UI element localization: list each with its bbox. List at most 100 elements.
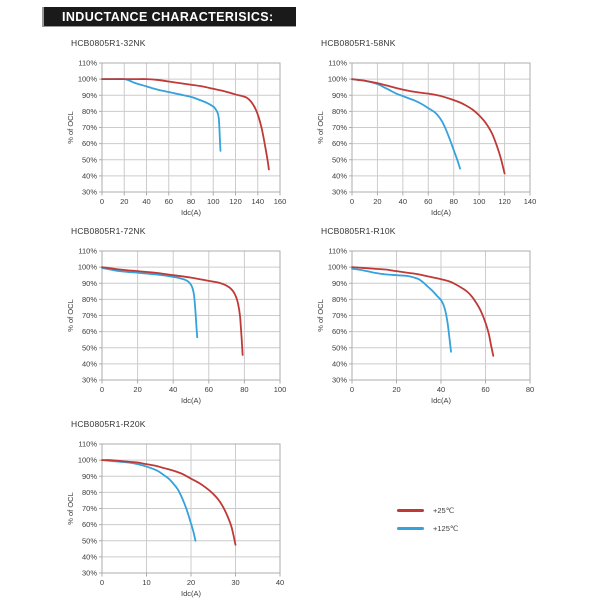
y-tick-label: 110% [328, 247, 347, 256]
y-tick-label: 100% [328, 263, 348, 272]
y-axis-label: % of OCL [66, 299, 75, 332]
chart-title: HCB0805R1-32NK [71, 38, 146, 48]
y-tick-label: 100% [328, 75, 348, 84]
x-tick-label: 100 [207, 197, 220, 206]
y-tick-label: 40% [82, 359, 97, 368]
x-tick-label: 40 [142, 197, 150, 206]
x-tick-label: 60 [424, 197, 432, 206]
y-tick-label: 40% [82, 552, 97, 561]
chart-plot: 110% 100% 90% 80% 70% 60% 50% 40% 30%0 20 40 60 80 10… [316, 59, 537, 217]
chart-plot: 110% 100% 90% 80% 70% 60% 50% 40% 30%0 20 40 60 80 Id… [316, 247, 534, 405]
y-tick-label: 110% [328, 59, 347, 68]
x-axis-label: Idc(A) [431, 208, 452, 217]
y-tick-label: 50% [332, 155, 347, 164]
x-tick-label: 80 [187, 197, 195, 206]
x-tick-label: 20 [373, 197, 381, 206]
y-tick-label: 60% [82, 139, 97, 148]
chart-title: HCB0805R1-R20K [71, 419, 146, 429]
series-line-+125℃ [351, 78, 461, 170]
legend: +25℃ +125℃ [397, 506, 458, 533]
y-axis-label: % of OCL [66, 492, 75, 525]
y-tick-label: 80% [82, 107, 97, 116]
y-tick-label: 70% [332, 123, 347, 132]
x-axis-label: Idc(A) [181, 396, 202, 405]
y-tick-label: 70% [82, 504, 97, 513]
y-tick-label: 100% [78, 263, 98, 272]
chart-title: HCB0805R1-72NK [71, 226, 146, 236]
plot-border [101, 443, 281, 574]
x-tick-label: 40 [399, 197, 407, 206]
x-axis-label: Idc(A) [181, 208, 202, 217]
blue-line-swatch [397, 526, 424, 531]
page-title: INDUCTANCE CHARACTERISICS: [42, 7, 296, 27]
y-tick-label: 40% [82, 171, 97, 180]
x-tick-label: 140 [524, 197, 537, 206]
series-line-+25℃ [351, 78, 506, 175]
y-tick-label: 30% [82, 376, 97, 385]
chart-hcb0805r1-r20k: HCB0805R1-R20K 110% 100% 90% 80% 70% 60% 50% 40… [40, 417, 290, 599]
series-line-+25℃ [101, 459, 237, 546]
y-tick-label: 30% [332, 376, 347, 385]
legend-label: +25℃ [433, 506, 455, 515]
y-tick-label: 80% [82, 295, 97, 304]
chart-plot: 110% 100% 90% 80% 70% 60% 50% 40% 30%0 20 40 60 80 10… [66, 59, 287, 217]
x-tick-label: 80 [450, 197, 458, 206]
chart-title: HCB0805R1-58NK [321, 38, 396, 48]
y-tick-label: 110% [78, 59, 97, 68]
x-tick-label: 80 [526, 385, 534, 394]
gridlines [351, 62, 531, 193]
chart-hcb0805r1-32nk: HCB0805R1-32NK 110% 100% 90% 80% 70% 60% 50% 40… [40, 36, 290, 218]
y-axis-label: % of OCL [316, 299, 325, 332]
x-tick-label: 100 [473, 197, 486, 206]
chart-plot: 110% 100% 90% 80% 70% 60% 50% 40% 30%0 10 20 30 40 Id… [66, 440, 284, 598]
x-tick-label: 40 [169, 385, 177, 394]
y-tick-label: 50% [82, 536, 97, 545]
x-tick-label: 40 [437, 385, 445, 394]
x-tick-label: 80 [240, 385, 248, 394]
y-tick-label: 80% [82, 488, 97, 497]
x-tick-label: 20 [120, 197, 128, 206]
x-tick-label: 100 [274, 385, 287, 394]
x-tick-label: 40 [276, 578, 284, 587]
series-line-+125℃ [101, 459, 197, 542]
y-tick-label: 50% [82, 155, 97, 164]
x-tick-label: 120 [498, 197, 511, 206]
x-tick-label: 0 [100, 197, 104, 206]
series-line-+125℃ [101, 78, 222, 152]
red-line-swatch [397, 508, 424, 513]
x-tick-label: 0 [100, 385, 104, 394]
y-tick-label: 60% [82, 327, 97, 336]
gridlines [101, 62, 281, 193]
y-tick-label: 90% [332, 279, 347, 288]
y-tick-label: 30% [82, 188, 97, 197]
y-tick-label: 90% [82, 472, 97, 481]
x-tick-label: 0 [350, 385, 354, 394]
y-axis-label: % of OCL [316, 111, 325, 144]
y-tick-label: 80% [332, 295, 347, 304]
legend-label: +125℃ [433, 524, 459, 533]
y-tick-label: 90% [82, 279, 97, 288]
legend-item-125c: +125℃ [397, 524, 458, 533]
y-tick-label: 30% [332, 188, 347, 197]
y-tick-label: 110% [78, 247, 97, 256]
x-tick-label: 20 [392, 385, 400, 394]
y-tick-label: 90% [332, 91, 347, 100]
y-tick-label: 60% [332, 139, 347, 148]
y-tick-label: 70% [82, 123, 97, 132]
x-tick-label: 20 [187, 578, 195, 587]
plot-border [351, 250, 531, 381]
y-tick-label: 50% [332, 343, 347, 352]
y-tick-label: 30% [82, 569, 97, 578]
x-axis-label: Idc(A) [431, 396, 452, 405]
x-tick-label: 60 [165, 197, 173, 206]
series-line-+25℃ [101, 266, 244, 356]
y-tick-label: 40% [332, 171, 347, 180]
x-tick-label: 160 [274, 197, 287, 206]
x-tick-label: 0 [100, 578, 104, 587]
x-tick-label: 10 [142, 578, 150, 587]
y-tick-label: 70% [332, 311, 347, 320]
y-tick-label: 110% [78, 440, 97, 449]
gridlines [101, 443, 281, 574]
series-line-+125℃ [101, 267, 199, 339]
y-tick-label: 100% [78, 456, 98, 465]
